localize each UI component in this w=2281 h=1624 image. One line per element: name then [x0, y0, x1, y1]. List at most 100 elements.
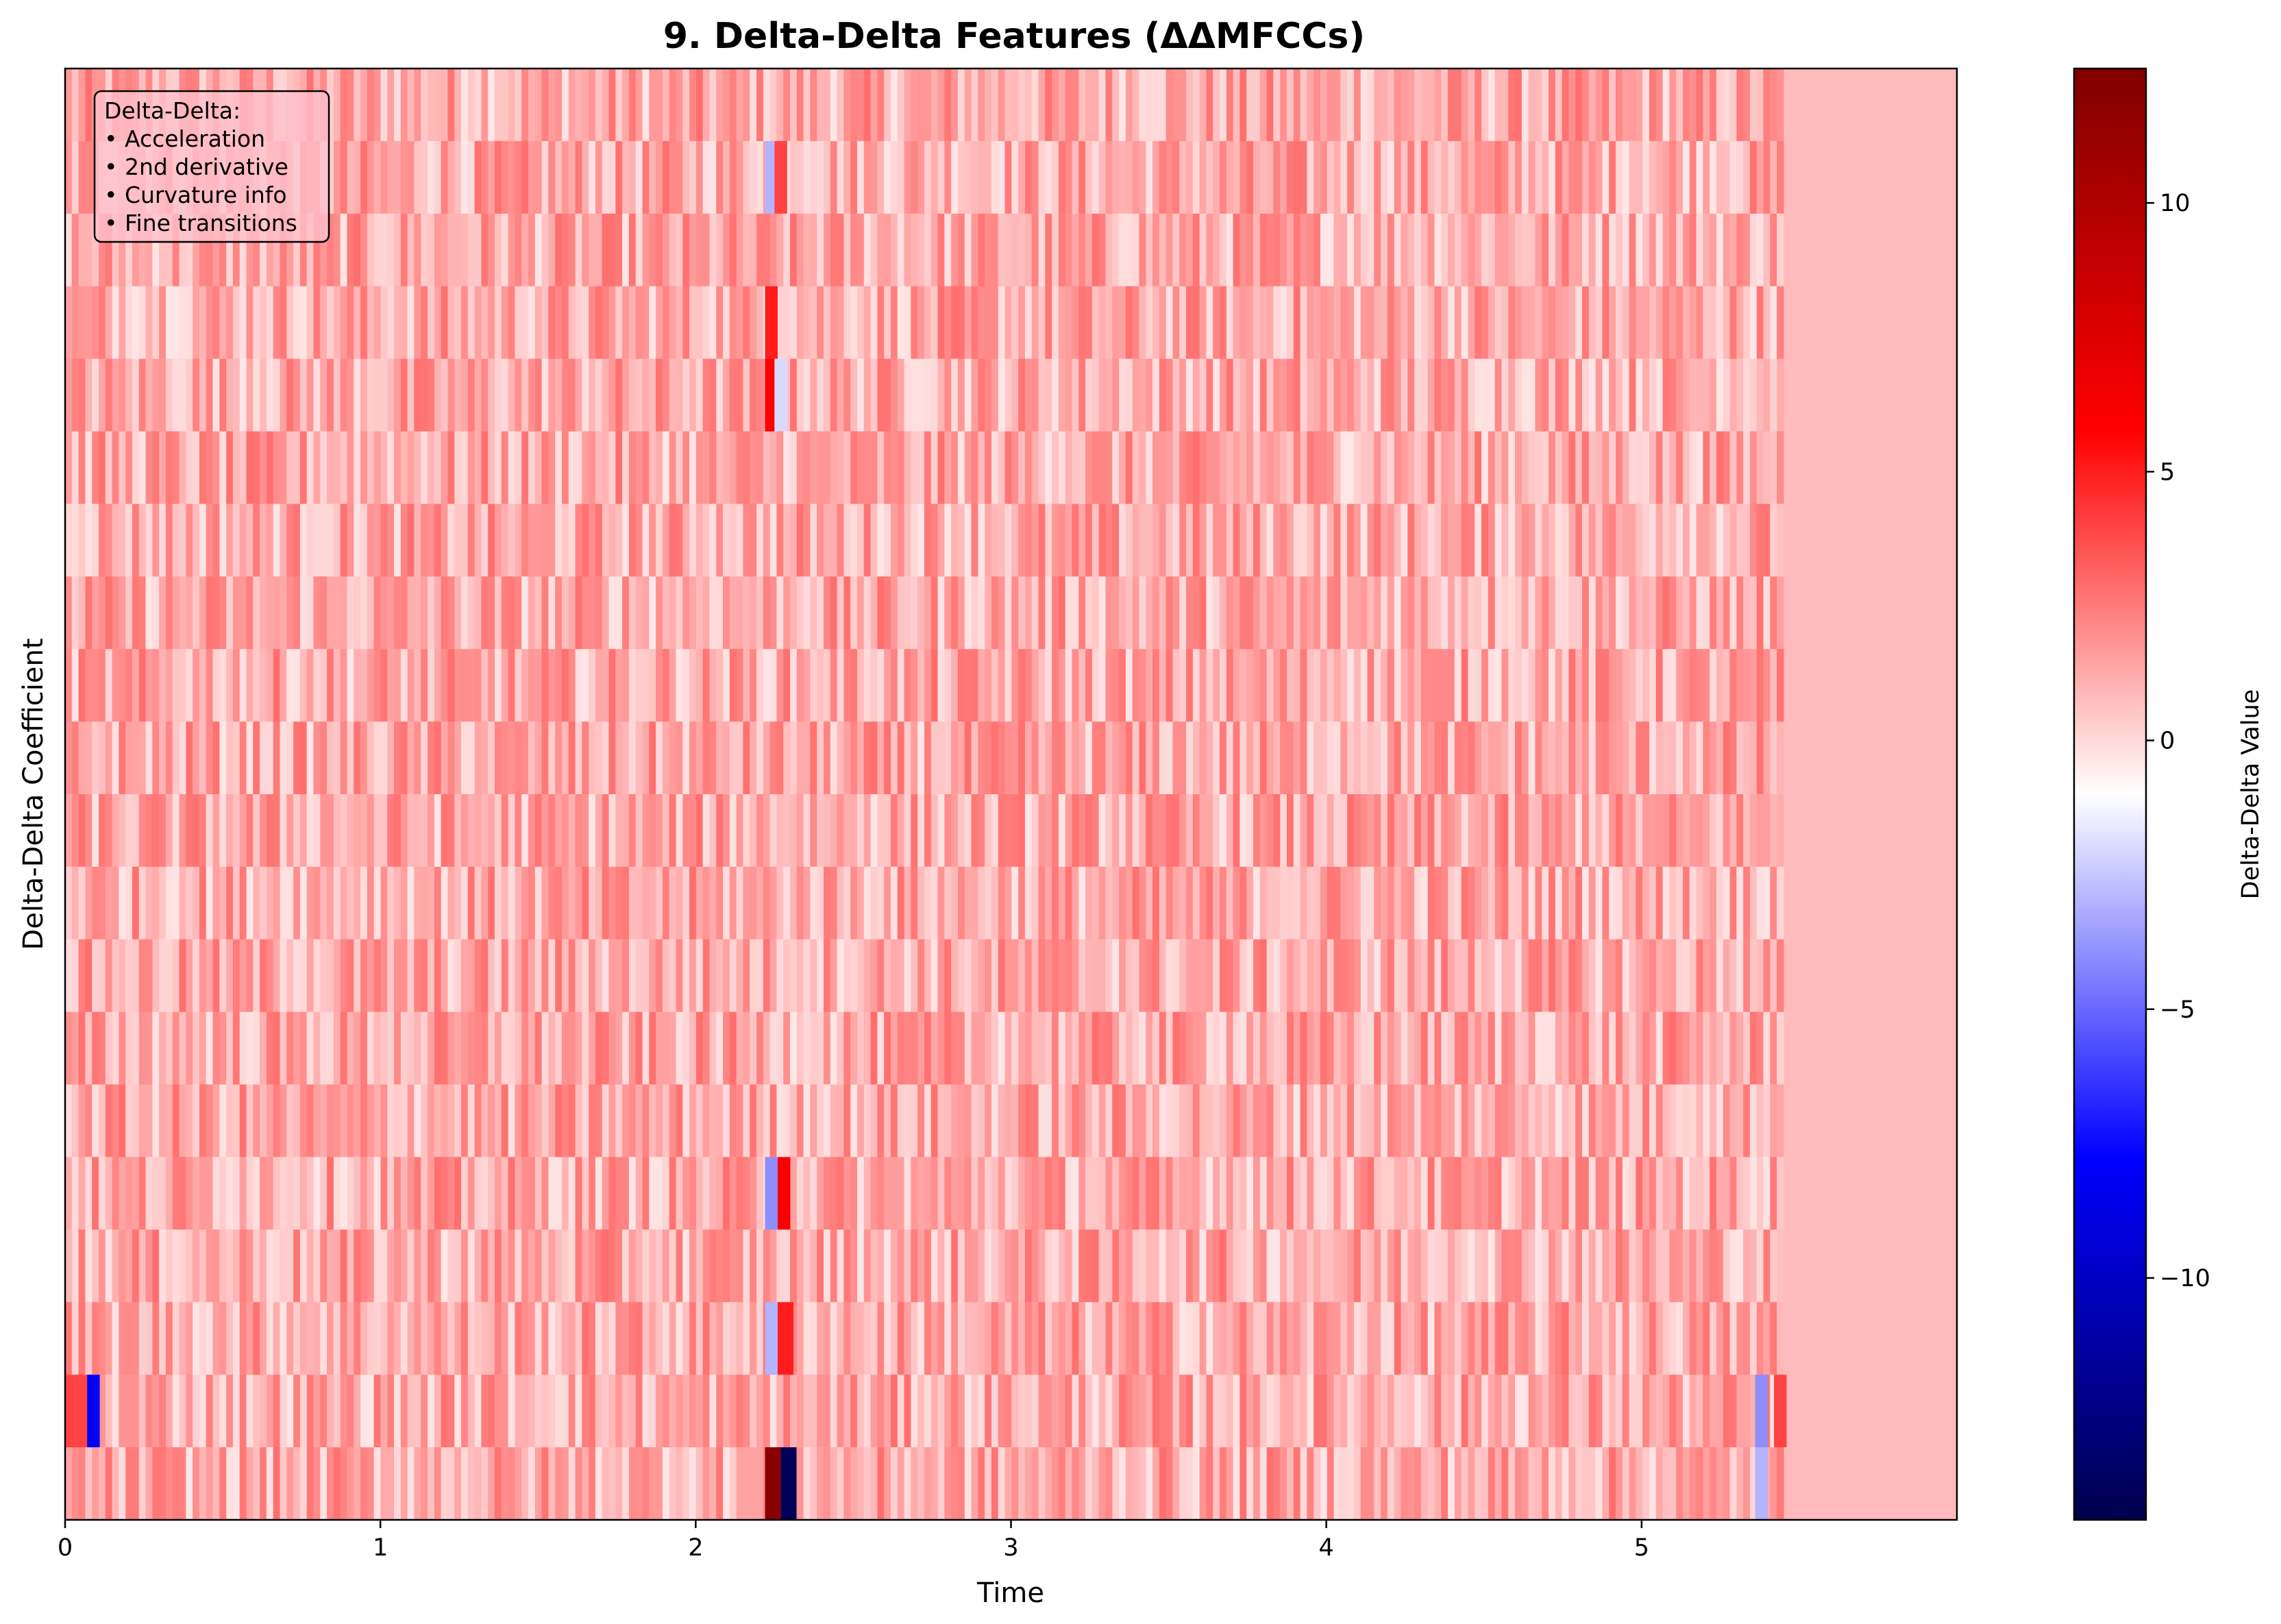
heatmap-cell — [286, 794, 294, 868]
heatmap-cell — [937, 1229, 945, 1303]
heatmap-cell — [1515, 866, 1522, 940]
heatmap-cell — [1199, 1375, 1207, 1448]
heatmap-cell — [414, 939, 421, 1013]
heatmap-cell — [1602, 213, 1610, 287]
heatmap-cell — [1602, 794, 1610, 868]
heatmap-cell — [501, 358, 509, 432]
heatmap-cell — [320, 649, 328, 722]
heatmap-cell — [373, 504, 382, 577]
heatmap-cell — [1360, 1011, 1368, 1085]
heatmap-cell — [347, 1375, 354, 1448]
heatmap-cell — [682, 140, 690, 214]
heatmap-cell — [1420, 1375, 1429, 1448]
heatmap-cell — [568, 213, 576, 287]
heatmap-cell — [1300, 1157, 1307, 1230]
heatmap-cell — [1488, 504, 1496, 577]
heatmap-cell — [1669, 1084, 1677, 1158]
heatmap-cell — [1186, 866, 1194, 940]
heatmap-cell — [232, 722, 241, 795]
heatmap-cell — [622, 140, 630, 214]
heatmap-cell — [776, 1084, 784, 1158]
heatmap-cell — [1266, 140, 1274, 214]
heatmap-cell — [608, 1157, 616, 1230]
heatmap-cell — [978, 866, 985, 940]
heatmap-cell — [1756, 431, 1764, 504]
heatmap-cell — [649, 213, 656, 287]
heatmap-cell — [1360, 1302, 1368, 1375]
heatmap-cell — [1595, 939, 1603, 1013]
heatmap-cell — [555, 1011, 563, 1085]
heatmap-cell — [508, 722, 515, 795]
heatmap-cell — [199, 794, 207, 868]
heatmap-cell — [1098, 1229, 1107, 1303]
heatmap-cell — [447, 1157, 455, 1230]
heatmap-cell — [1568, 649, 1576, 722]
heatmap-cell — [119, 1011, 126, 1085]
heatmap-cell — [1542, 1302, 1549, 1375]
heatmap-cell — [776, 1011, 784, 1085]
heatmap-cell — [1286, 504, 1294, 577]
heatmap-cell — [1629, 1375, 1636, 1448]
heatmap-cell — [1038, 140, 1046, 214]
heatmap-cell — [481, 358, 489, 432]
heatmap-cell — [985, 431, 992, 504]
heatmap-cell — [1575, 213, 1583, 287]
heatmap-cell — [1166, 358, 1174, 432]
heatmap-cell — [71, 866, 79, 940]
heatmap-cell — [676, 286, 683, 360]
heatmap-cell — [1045, 1302, 1052, 1375]
heatmap-cell — [65, 69, 73, 142]
heatmap-cell — [575, 576, 582, 650]
heatmap-cell — [1307, 431, 1314, 504]
heatmap-cell — [1166, 69, 1174, 142]
heatmap-cell — [1696, 431, 1703, 504]
heatmap-cell — [253, 1375, 260, 1448]
heatmap-cell — [1213, 1302, 1220, 1375]
heatmap-cell — [347, 1302, 354, 1375]
heatmap-cell — [474, 1229, 482, 1303]
heatmap-cell — [1253, 504, 1261, 577]
heatmap-cell — [193, 1157, 200, 1230]
heatmap-cell — [615, 1447, 623, 1521]
heatmap-cell — [803, 939, 811, 1013]
heatmap-cell — [750, 431, 757, 504]
heatmap-cell — [481, 649, 489, 722]
heatmap-cell — [837, 649, 844, 722]
heatmap-cell — [870, 1011, 878, 1085]
heatmap-cell — [743, 1011, 750, 1085]
heatmap-cell — [280, 358, 287, 432]
heatmap-cell — [179, 866, 186, 940]
heatmap-cell — [394, 1375, 402, 1448]
heatmap-cell — [159, 1084, 167, 1158]
heatmap-cell — [1192, 866, 1200, 940]
heatmap-cell — [1052, 1375, 1059, 1448]
heatmap-cell — [729, 939, 737, 1013]
heatmap-cell — [1710, 431, 1717, 504]
heatmap-cell — [1052, 504, 1059, 577]
heatmap-cell — [998, 576, 1006, 650]
heatmap-cell — [394, 140, 402, 214]
heatmap-cell — [1777, 649, 1784, 722]
heatmap-cell — [1273, 794, 1281, 868]
heatmap-cell — [843, 213, 851, 287]
heatmap-cell — [1381, 1302, 1388, 1375]
heatmap-cell — [206, 794, 214, 868]
heatmap-cell — [695, 866, 704, 940]
heatmap-cell — [1199, 213, 1207, 287]
heatmap-cell — [306, 939, 315, 1013]
heatmap-cell — [635, 576, 643, 650]
heatmap-cell — [273, 1229, 281, 1303]
heatmap-cell — [608, 358, 616, 432]
heatmap-cell — [1105, 431, 1113, 504]
heatmap-cell — [1333, 1157, 1341, 1230]
heatmap-cell — [622, 1229, 630, 1303]
heatmap-cell — [1636, 286, 1643, 360]
heatmap-cell — [1736, 1084, 1744, 1158]
heatmap-cell — [1139, 1229, 1146, 1303]
heatmap-cell — [327, 939, 334, 1013]
heatmap-cell — [1729, 358, 1737, 432]
heatmap-cell — [1192, 431, 1200, 504]
heatmap-cell — [575, 649, 582, 722]
heatmap-cell — [508, 939, 515, 1013]
heatmap-cell — [1401, 213, 1408, 287]
